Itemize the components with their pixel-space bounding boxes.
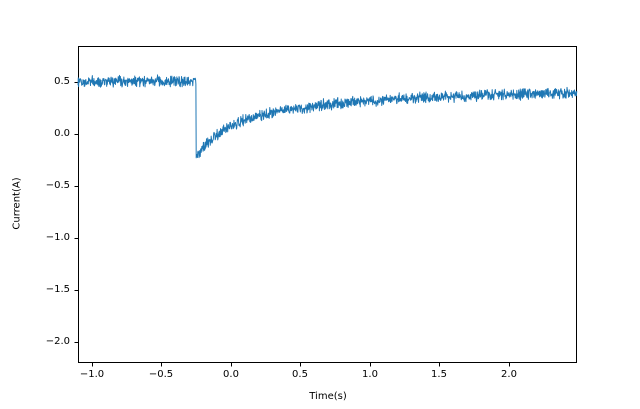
plot-border bbox=[78, 46, 577, 363]
y-tick-label: −2.0 bbox=[45, 336, 70, 347]
x-tick-label: −1.0 bbox=[79, 369, 105, 380]
x-tick-label: 1.0 bbox=[362, 369, 378, 380]
y-tick-label: −1.5 bbox=[45, 284, 70, 295]
x-tick-label: −0.5 bbox=[148, 369, 174, 380]
x-tick-label: 1.5 bbox=[431, 369, 447, 380]
y-tick-label: −0.5 bbox=[45, 180, 70, 191]
x-tick-label: 0.5 bbox=[292, 369, 308, 380]
y-tick-marks bbox=[74, 82, 78, 343]
y-axis-label: Current(A) bbox=[11, 177, 23, 230]
y-tick-label: −1.0 bbox=[45, 232, 70, 243]
x-tick-label: 0.0 bbox=[223, 369, 239, 380]
x-tick-marks bbox=[92, 363, 510, 367]
y-tick-label: 0.0 bbox=[54, 128, 70, 139]
current-trace bbox=[77, 74, 578, 159]
y-tick-label: 0.5 bbox=[54, 76, 70, 87]
x-axis-label: Time(s) bbox=[309, 391, 347, 402]
x-tick-label: 2.0 bbox=[501, 369, 517, 380]
